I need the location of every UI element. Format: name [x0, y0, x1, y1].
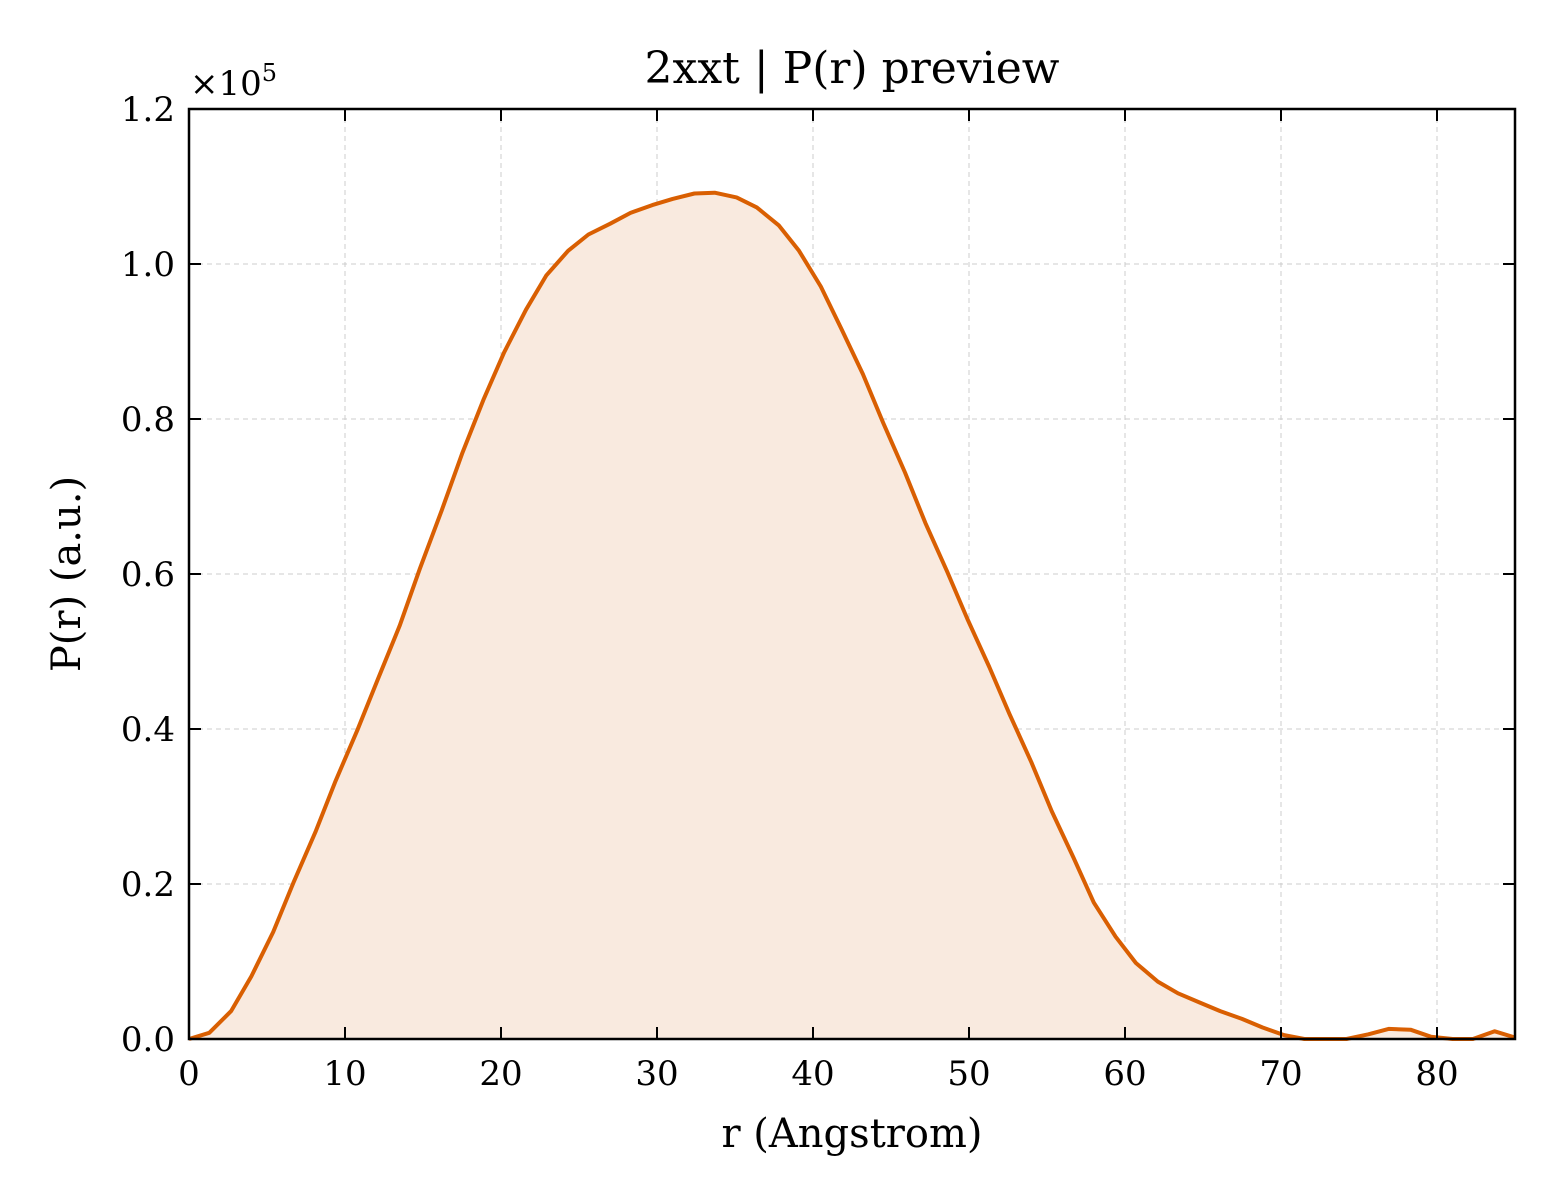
y-tick-label: 1.2 [121, 90, 175, 130]
x-tick-label: 0 [178, 1054, 200, 1094]
x-tick-label: 30 [635, 1054, 678, 1094]
x-tick-label: 80 [1415, 1054, 1458, 1094]
x-tick-label: 20 [479, 1054, 522, 1094]
x-tick-label: 70 [1259, 1054, 1302, 1094]
y-axis-multiplier-exponent: 5 [262, 59, 277, 87]
y-tick-label: 0.6 [121, 555, 175, 595]
axis-ticks: 0 10 20 30 40 50 60 70 80 0.0 0.2 0.4 0.6 0.8 1.0 1.2 [121, 90, 1515, 1094]
y-axis-multiplier: ×105 [190, 59, 277, 104]
y-tick-label: 0.4 [121, 710, 175, 750]
x-tick-label: 50 [947, 1054, 990, 1094]
x-tick-label: 10 [323, 1054, 366, 1094]
y-tick-label: 0.0 [121, 1020, 175, 1060]
y-tick-label: 0.8 [121, 400, 175, 440]
x-tick-label: 60 [1103, 1054, 1146, 1094]
pr-area-fill [189, 192, 1515, 1039]
pr-curve-line [188, 190, 1516, 1041]
x-tick-label: 40 [791, 1054, 834, 1094]
chart-title: 2xxt | P(r) preview [645, 43, 1060, 94]
y-axis-multiplier-base: ×10 [190, 64, 262, 104]
x-axis-label: r (Angstrom) [721, 1111, 982, 1157]
y-axis-label: P(r) (a.u.) [44, 476, 90, 672]
y-tick-label: 0.2 [121, 865, 175, 905]
y-tick-label: 1.0 [121, 245, 175, 285]
